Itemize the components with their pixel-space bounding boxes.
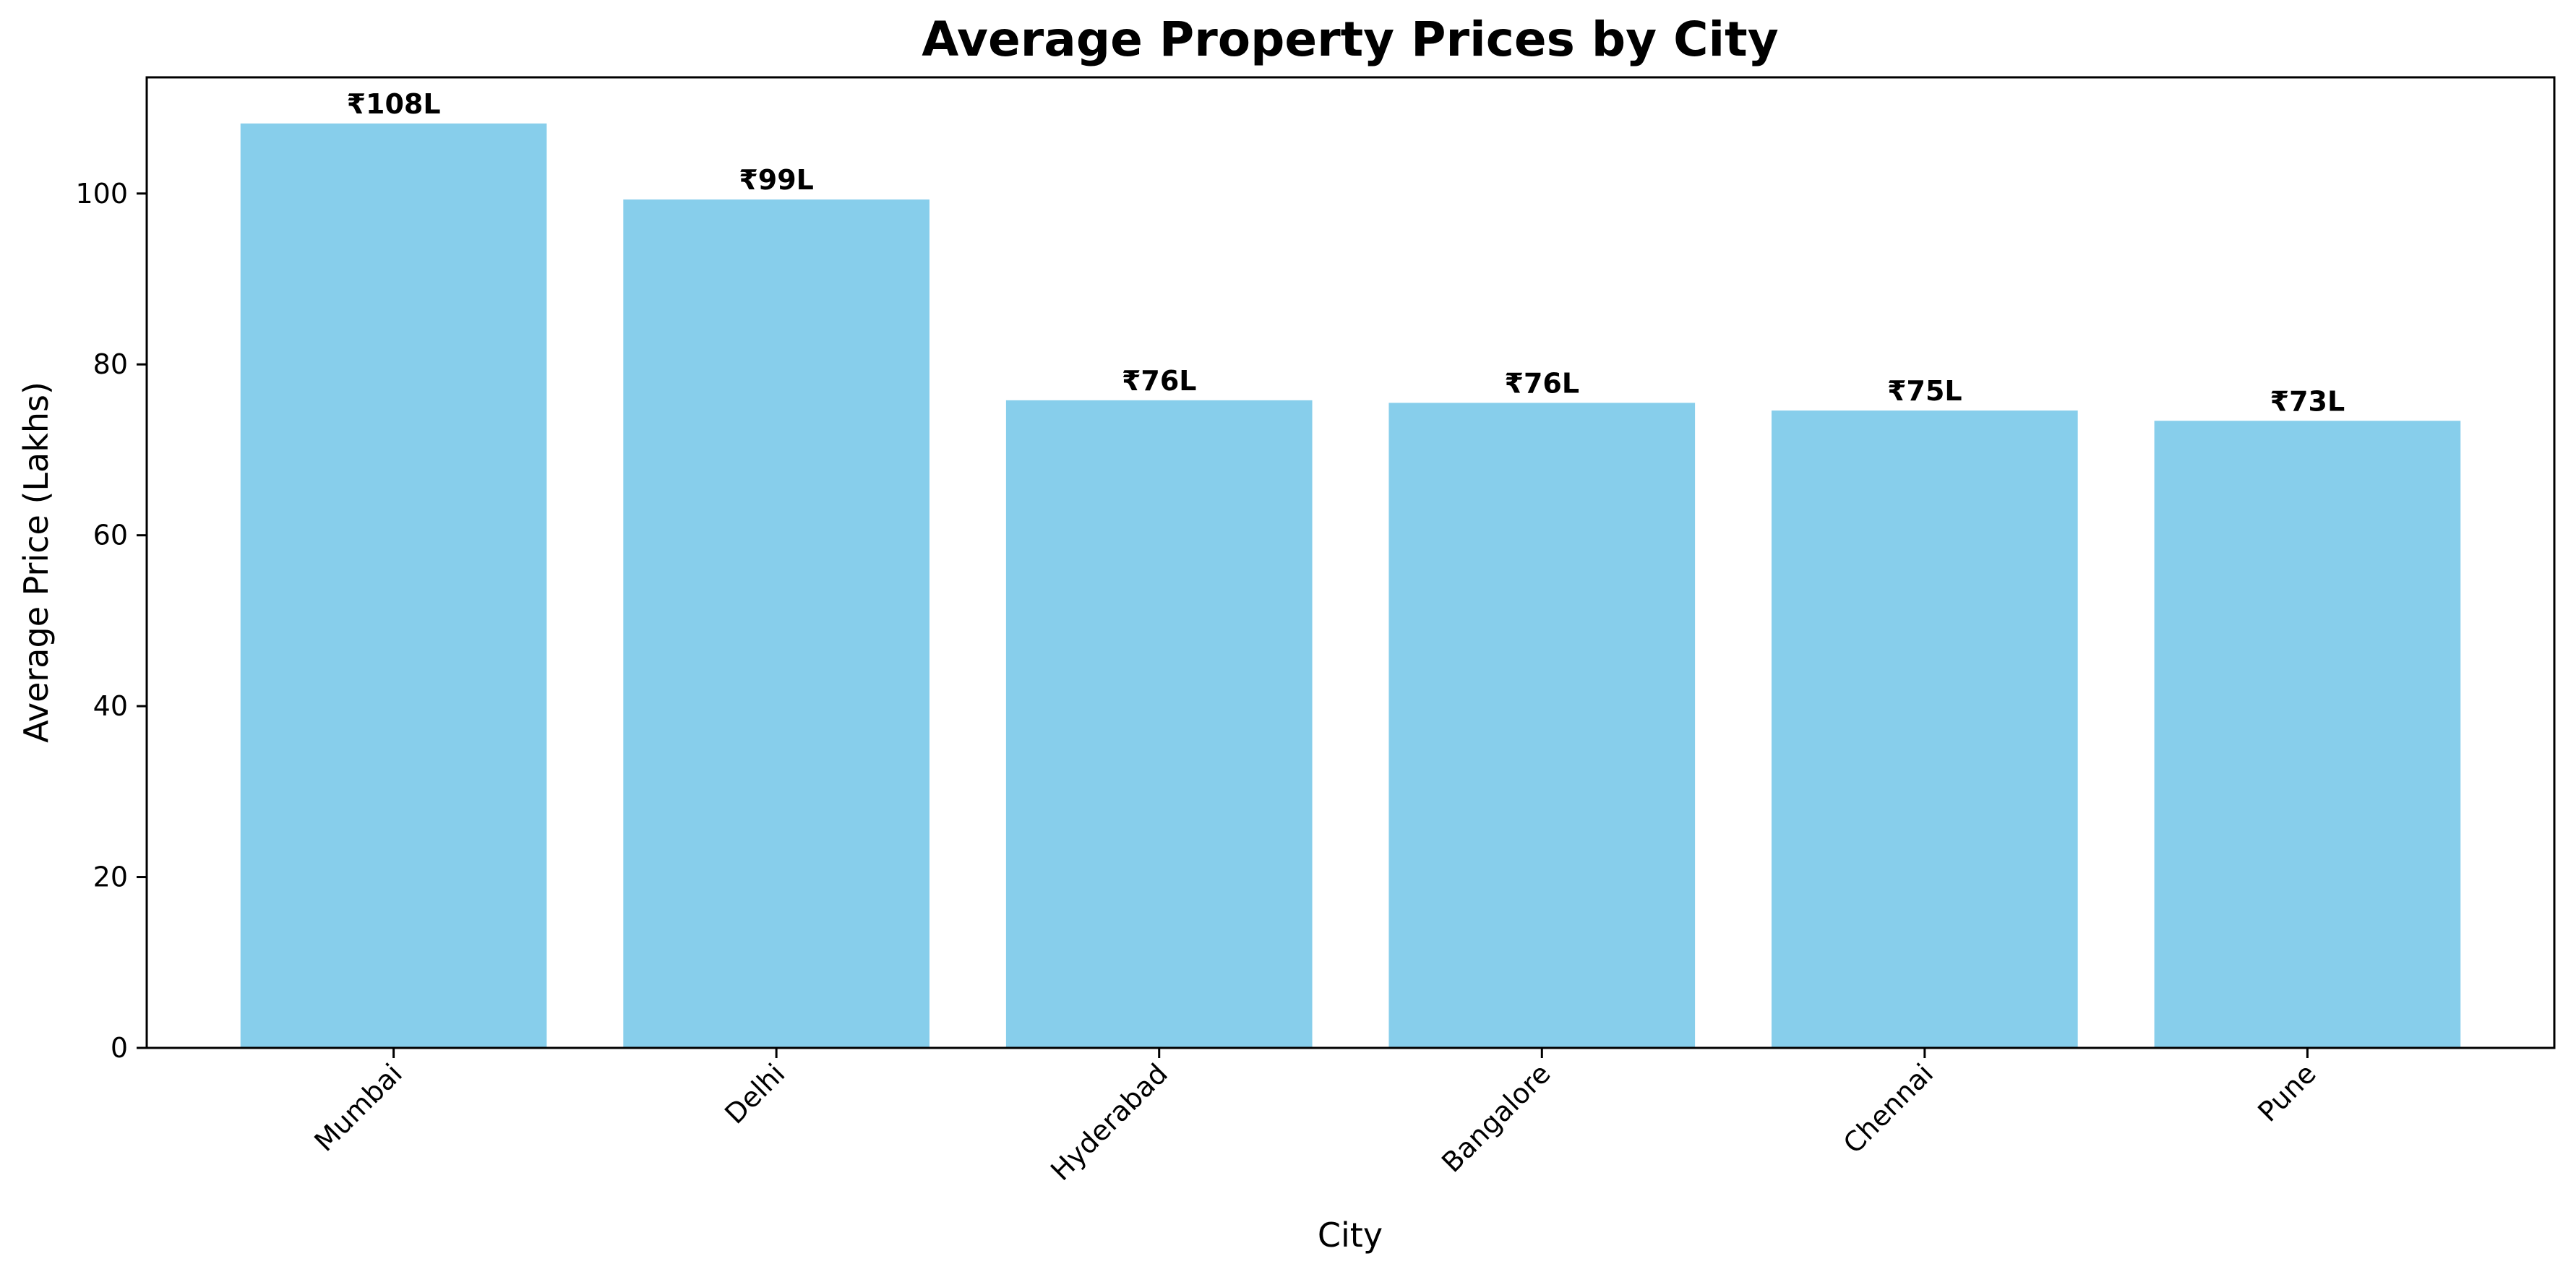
bar-hyderabad bbox=[1005, 400, 1313, 1048]
y-axis-ticks: 0 20 40 60 80 100 bbox=[75, 178, 147, 1064]
data-label-mumbai: ₹108L bbox=[347, 88, 441, 120]
data-label-bangalore: ₹76L bbox=[1505, 367, 1580, 399]
y-tick-label-100: 100 bbox=[75, 178, 128, 210]
bar-pune bbox=[2154, 421, 2461, 1048]
y-tick-label-60: 60 bbox=[93, 520, 128, 551]
bar-delhi bbox=[623, 199, 929, 1048]
chart-title: Average Property Prices by City bbox=[922, 12, 1779, 67]
data-labels-group: ₹108L ₹99L ₹76L ₹76L ₹75L ₹73L bbox=[347, 88, 2345, 417]
y-axis-label: Average Price (Lakhs) bbox=[17, 382, 56, 743]
y-tick-label-0: 0 bbox=[111, 1032, 128, 1064]
data-label-hyderabad: ₹76L bbox=[1122, 365, 1197, 397]
y-tick-label-80: 80 bbox=[93, 348, 128, 380]
data-label-pune: ₹73L bbox=[2270, 385, 2345, 417]
bar-chennai bbox=[1772, 410, 2078, 1048]
x-axis-label: City bbox=[1318, 1216, 1383, 1255]
bar-bangalore bbox=[1388, 403, 1696, 1048]
y-tick-label-40: 40 bbox=[93, 690, 128, 722]
bars-group bbox=[240, 123, 2461, 1048]
data-label-chennai: ₹75L bbox=[1887, 375, 1962, 407]
y-tick-label-20: 20 bbox=[93, 861, 128, 893]
data-label-delhi: ₹99L bbox=[739, 164, 814, 196]
plot-area-frame bbox=[145, 76, 2556, 1049]
bar-mumbai bbox=[240, 123, 547, 1048]
